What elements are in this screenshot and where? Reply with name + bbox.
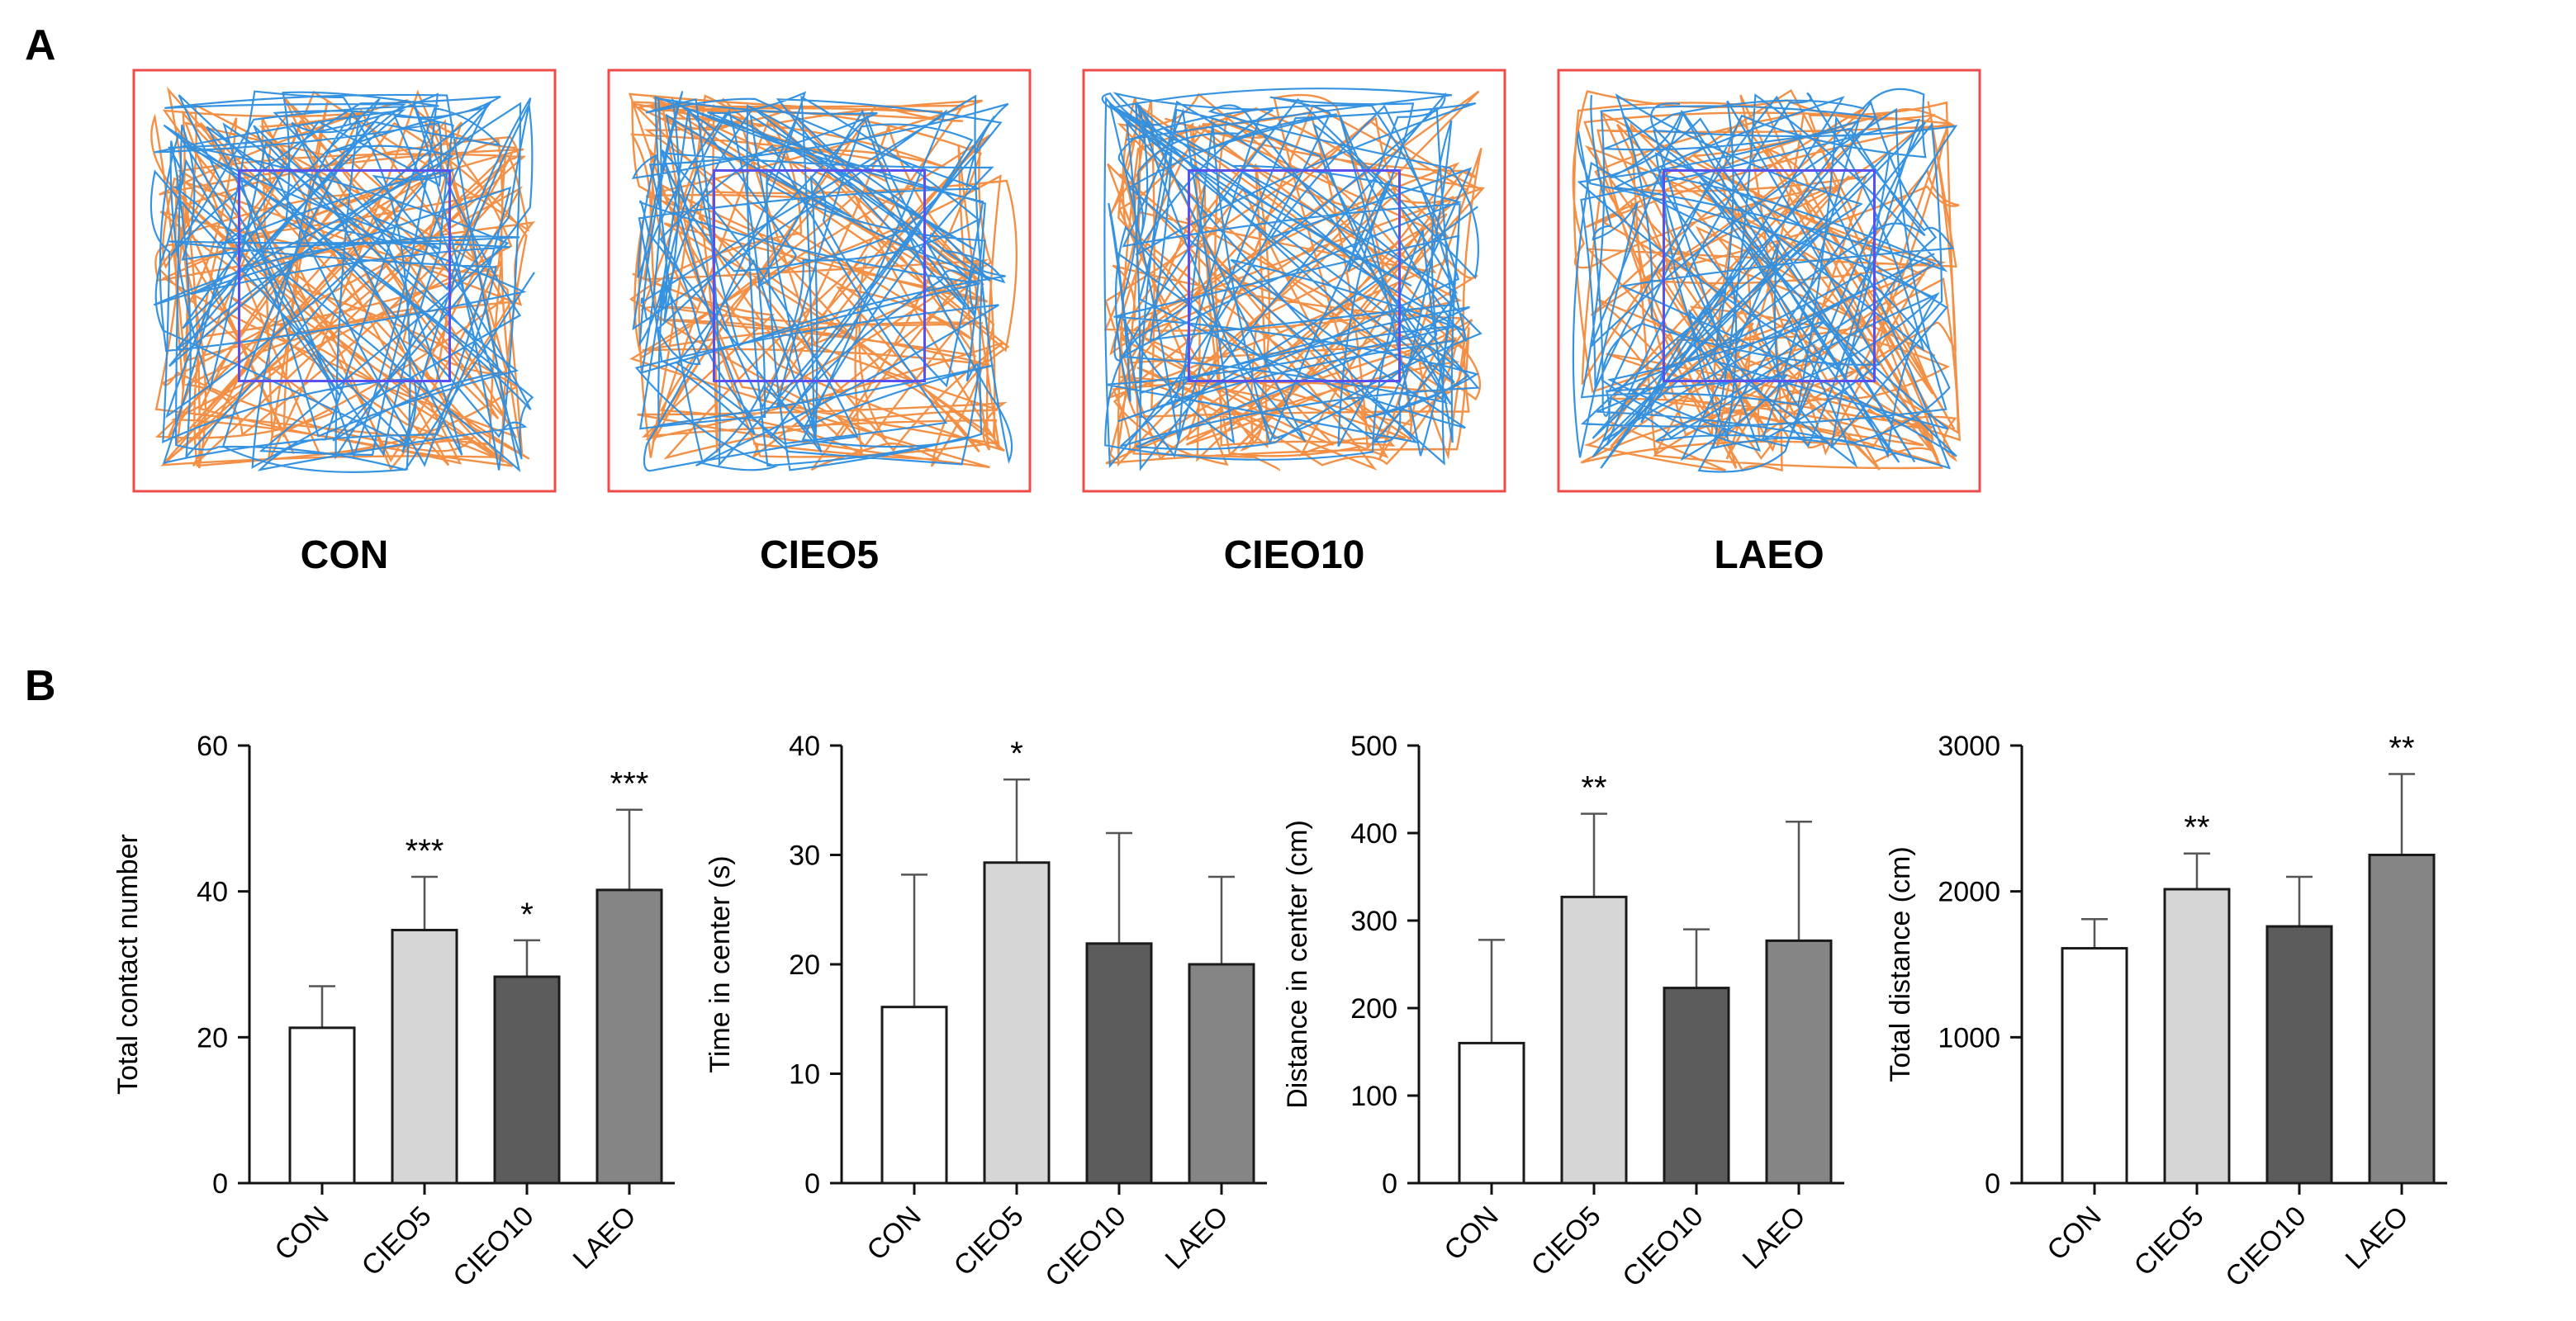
bar-laeo bbox=[595, 888, 663, 1185]
arena-label: CIEO10 bbox=[1224, 533, 1365, 577]
center-zone bbox=[1188, 169, 1401, 382]
y-tick-label: 300 bbox=[1350, 906, 1397, 937]
category-label: CIEO10 bbox=[1039, 1200, 1131, 1293]
category-label: LAEO bbox=[2340, 1200, 2415, 1276]
category-label: CON bbox=[861, 1200, 927, 1267]
bar-cieo10 bbox=[2265, 925, 2333, 1185]
category-label: CIEO10 bbox=[1616, 1200, 1709, 1293]
bar-cieo5 bbox=[391, 928, 458, 1185]
bar-cieo5 bbox=[1560, 895, 1628, 1185]
category-label: CIEO5 bbox=[2128, 1200, 2210, 1282]
arena-label: CON bbox=[301, 533, 389, 577]
bar-cieo5 bbox=[983, 861, 1051, 1185]
bar-cieo10 bbox=[1085, 942, 1153, 1185]
bar-cieo5 bbox=[2163, 888, 2231, 1185]
significance-label: ** bbox=[2184, 810, 2209, 846]
arena-cieo5: CIEO5 bbox=[607, 69, 1032, 577]
category-label: LAEO bbox=[1737, 1200, 1812, 1276]
chart-total-contact-number: 0 20 40 60 Total contact number CON *** CIEO5 * C… bbox=[112, 731, 675, 1293]
y-tick-label: 0 bbox=[804, 1168, 820, 1200]
track-blue bbox=[149, 90, 535, 473]
y-tick-label: 0 bbox=[1985, 1168, 2000, 1200]
bar-con bbox=[2061, 947, 2128, 1185]
y-axis-title: Total contact number bbox=[112, 834, 144, 1095]
category-label: CIEO10 bbox=[2219, 1200, 2312, 1293]
y-tick-label: 200 bbox=[1350, 993, 1397, 1025]
track-orange bbox=[1103, 90, 1485, 471]
significance-label: ** bbox=[1581, 770, 1606, 807]
center-zone bbox=[713, 169, 926, 382]
category-label: CON bbox=[2041, 1200, 2107, 1267]
significance-label: ** bbox=[2389, 730, 2414, 766]
y-tick-label: 500 bbox=[1350, 731, 1397, 762]
category-label: LAEO bbox=[1160, 1200, 1235, 1276]
track-blue bbox=[1572, 88, 1958, 473]
panel-a-arenas: CON CIEO5 CIEO10 LAEO bbox=[132, 69, 1981, 577]
arena-label: CIEO5 bbox=[760, 533, 879, 577]
center-zone bbox=[238, 169, 451, 382]
y-axis-title: Distance in center (cm) bbox=[1282, 820, 1313, 1109]
y-tick-label: 1000 bbox=[1938, 1022, 2000, 1053]
y-tick-label: 3000 bbox=[1938, 731, 2000, 762]
y-tick-label: 100 bbox=[1350, 1081, 1397, 1112]
bar-con bbox=[1458, 1041, 1525, 1185]
y-tick-label: 2000 bbox=[1938, 877, 2000, 908]
category-label: CON bbox=[1438, 1200, 1504, 1267]
y-tick-label: 400 bbox=[1350, 818, 1397, 850]
significance-label: * bbox=[520, 897, 534, 933]
category-label: CIEO5 bbox=[1525, 1200, 1607, 1282]
chart-total-distance-cm: 0 1000 2000 3000 Total distance (cm) CON ** CIE… bbox=[1885, 730, 2447, 1293]
significance-label: *** bbox=[610, 766, 649, 803]
y-axis-title: Time in center (s) bbox=[704, 855, 736, 1072]
category-label: CIEO5 bbox=[356, 1200, 438, 1282]
y-tick-label: 0 bbox=[1382, 1168, 1397, 1200]
track-orange bbox=[1572, 88, 1961, 472]
y-tick-label: 40 bbox=[789, 731, 820, 762]
arena-laeo: LAEO bbox=[1557, 69, 1981, 577]
panel-b-letter: B bbox=[25, 662, 56, 710]
category-label: CIEO5 bbox=[948, 1200, 1030, 1282]
chart-distance-in-center-cm: 0 100 200 300 400 500 Distance in center (cm) C… bbox=[1282, 731, 1844, 1293]
significance-label: * bbox=[1010, 736, 1023, 772]
category-label: CIEO10 bbox=[447, 1200, 539, 1293]
arena-con: CON bbox=[132, 69, 557, 577]
bar-laeo bbox=[2368, 854, 2436, 1185]
y-tick-label: 10 bbox=[789, 1059, 820, 1091]
bar-laeo bbox=[1188, 963, 1255, 1185]
center-zone bbox=[1663, 169, 1876, 382]
panel-a-letter: A bbox=[25, 21, 56, 69]
y-tick-label: 30 bbox=[789, 840, 820, 872]
chart-time-in-center-s: 0 10 20 30 40 Time in center (s) CON * CIEO5 CIEO… bbox=[704, 731, 1267, 1293]
y-tick-label: 60 bbox=[197, 731, 228, 762]
significance-label: *** bbox=[406, 833, 444, 869]
track-blue bbox=[1101, 88, 1483, 471]
bar-con bbox=[288, 1026, 356, 1185]
bar-con bbox=[880, 1006, 948, 1185]
category-label: CON bbox=[268, 1200, 334, 1267]
y-tick-label: 20 bbox=[789, 949, 820, 981]
y-tick-label: 0 bbox=[212, 1168, 228, 1200]
y-axis-title: Total distance (cm) bbox=[1885, 846, 1916, 1082]
track-blue bbox=[632, 91, 1013, 472]
bar-cieo10 bbox=[1663, 987, 1730, 1185]
y-tick-label: 40 bbox=[197, 877, 228, 908]
arena-cieo10: CIEO10 bbox=[1082, 69, 1506, 577]
bar-cieo10 bbox=[493, 975, 561, 1185]
bar-laeo bbox=[1765, 939, 1833, 1185]
arena-label: LAEO bbox=[1714, 533, 1824, 577]
y-tick-label: 20 bbox=[197, 1022, 228, 1053]
category-label: LAEO bbox=[567, 1200, 643, 1276]
